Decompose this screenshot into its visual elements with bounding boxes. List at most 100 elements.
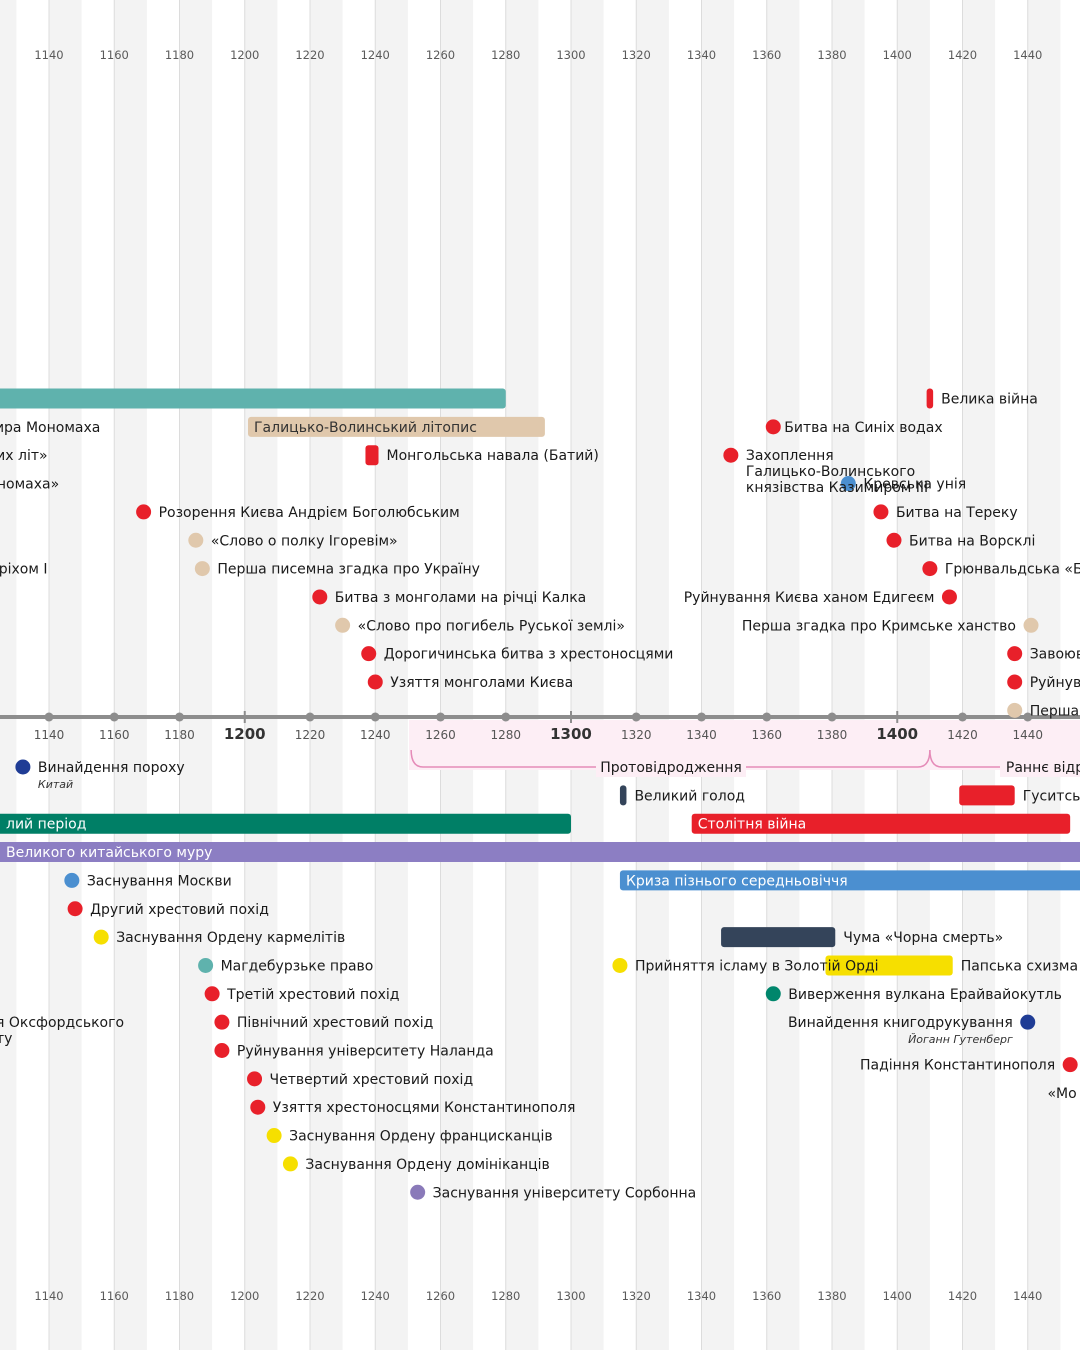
event-below-6-label: Третій хрестовий похід [226, 987, 399, 1003]
event-below-7-label: Північний хрестовий похід [237, 1015, 433, 1031]
event-above-20-dot [765, 419, 781, 435]
bottom-year-label: 1160 [100, 1289, 129, 1303]
bottom-year-label: 1440 [1013, 1289, 1042, 1303]
event-above-3-dot [312, 589, 328, 605]
event-below-17-dot [1062, 1057, 1078, 1073]
decade-band [440, 0, 474, 1350]
event-below-0-sublabel: Китай [38, 778, 73, 791]
bottom-year-label: 1400 [883, 1289, 912, 1303]
top-year-label: 1180 [165, 48, 194, 62]
decade-band [571, 0, 604, 1350]
event-below-10-dot [250, 1099, 266, 1115]
event-above-0-dot [367, 674, 383, 690]
axis-year-label: 1300 [550, 725, 592, 743]
bottom-year-label: 1140 [34, 1289, 63, 1303]
event-above-7-dot [136, 504, 152, 520]
axis-year-label: 1140 [34, 728, 65, 742]
event-above-2-label: «Слово про погибель Руської землі» [358, 618, 625, 634]
bar-below-0-label: Великий голод [634, 788, 744, 804]
event-above-13-label: Завоювання Феодоро колоній Генуї та Вене… [1030, 647, 1080, 663]
bar-below-6-rect [721, 927, 836, 948]
event-below-8-dot [214, 1043, 230, 1058]
axis-tick [501, 712, 511, 722]
event-below-14-dot [612, 957, 628, 973]
event-above-17-label: Битва на Ворсклі [909, 533, 1035, 549]
event-above-6-label: «Слово о полку Ігоревім» [211, 533, 398, 549]
bar-above-3-rect [926, 388, 934, 409]
bar-above-1-rect [248, 416, 545, 437]
bar-above-1-label: Галицько-Волинський літопис [254, 420, 477, 436]
event-above-4-label: ріхом І [0, 562, 48, 578]
axis-tick [631, 712, 641, 722]
event-below-3-dot [93, 929, 109, 945]
main-axis: 1140 1160 1180 1200 1220 1240 1260 1280 1300 1320… [0, 711, 1080, 770]
decade-band [505, 0, 539, 1350]
decade-band [636, 0, 669, 1350]
event-below-15-label: Виверження вулкана Ерайвайокутль [788, 987, 1062, 1003]
event-above-7-label: Розорення Києва Андрієм Боголюбським [159, 505, 460, 521]
events-below-axis: Великий голод Гуситсь лий період Столітня в… [0, 759, 1080, 1201]
era-brackets: Протовідродження Раннє відр [410, 749, 1080, 777]
event-above-10-label: тут Володимира Мономаха [0, 420, 100, 436]
event-below-16-sublabel: Йоганн Гутенберг [908, 1033, 1013, 1046]
axis-tick [436, 712, 445, 722]
event-above-3-label: Битва з монголами на річці Калка [335, 590, 586, 606]
event-below-1-dot [64, 872, 80, 888]
top-year-label: 1320 [622, 48, 651, 62]
bottom-year-label: 1200 [230, 1289, 259, 1303]
axis-year-label: 1440 [1012, 728, 1043, 742]
event-oxford-label-line: ту [0, 1031, 12, 1047]
decade-band [375, 0, 408, 1350]
bar-below-4-rect [0, 842, 1080, 863]
events-above-axis: Узяття монголами Києва Дорогичинська битв… [0, 388, 1080, 719]
event-below-9-dot [247, 1071, 263, 1087]
axis-year-label: 1220 [295, 728, 326, 742]
event-below-2-label: Другий хрестовий похід [90, 902, 269, 918]
event-below-3-label: Заснування Ордену кармелітів [116, 930, 345, 946]
bar-below-3-label: Столітня війна [698, 817, 807, 833]
event-above-13-dot [1007, 646, 1023, 662]
event-above-15-label: Руйнування Києва ханом Едигеєм [684, 590, 935, 606]
axis-tick [175, 712, 184, 722]
event-above-12-label: Руйнування Києва кримським ханом Мен [1030, 675, 1080, 691]
bottom-year-label: 1320 [622, 1289, 651, 1303]
axis-year-label: 1380 [817, 728, 848, 742]
event-above-19-label: Кревська унія [863, 477, 966, 493]
axis-year-label: 1320 [621, 728, 652, 742]
decade-band [1027, 0, 1061, 1350]
event-below-4-label: Магдебурзьке право [221, 958, 374, 974]
decade-band [766, 0, 800, 1350]
bar-below-7-rect [825, 955, 953, 976]
bottom-year-label: 1340 [687, 1289, 716, 1303]
event-below-10-label: Узяття хрестоносцями Константинополя [273, 1100, 576, 1116]
decade-band [310, 0, 343, 1350]
top-year-label: 1380 [817, 48, 846, 62]
top-year-scale: 1140 1160 1180 1200 1220 1240 1260 1280 1300 1320… [34, 48, 1042, 62]
top-year-label: 1140 [34, 48, 63, 62]
top-year-label: 1340 [687, 48, 716, 62]
decade-band [49, 0, 82, 1350]
axis-tick [827, 712, 837, 722]
event-above-18-dot [873, 504, 889, 520]
axis-tick [1023, 712, 1033, 722]
axis-tick [109, 712, 119, 722]
event-above-16-label: Грюнвальдська «Б [945, 562, 1080, 578]
event-above-14-label: Перша згадка про Кримське ханство [742, 618, 1016, 634]
event-above-2-dot [335, 617, 351, 633]
event-above-0-label: Узяття монголами Києва [390, 675, 573, 691]
event-above-12-dot [1007, 674, 1023, 690]
axis-year-label: 1420 [947, 728, 978, 742]
event-below-12-label: Заснування Ордену домініканців [305, 1157, 549, 1173]
decade-band [962, 0, 996, 1350]
era-1-label-bg [1000, 757, 1080, 777]
top-year-label: 1240 [361, 48, 390, 62]
event-above-6-dot [188, 532, 204, 548]
event-below-12-dot [282, 1156, 298, 1172]
axis-year-label: 1180 [164, 728, 195, 742]
bottom-year-label: 1180 [165, 1289, 194, 1303]
event-capture-dot [723, 447, 739, 463]
bar-below-0-rect [619, 785, 627, 806]
top-year-label: 1220 [295, 48, 324, 62]
event-below-9-label: Четвертий хрестовий похід [270, 1072, 474, 1088]
